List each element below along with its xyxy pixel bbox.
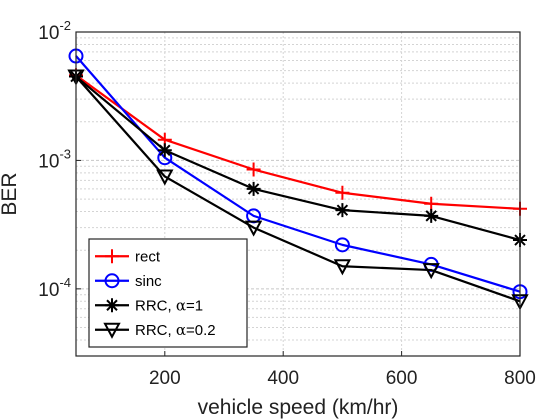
legend-marker xyxy=(105,298,119,313)
x-tick-label: 800 xyxy=(504,368,536,389)
data-point xyxy=(246,162,261,177)
legend-marker xyxy=(104,273,120,289)
data-point xyxy=(244,220,263,237)
y-tick-label: 10-3 xyxy=(38,146,71,172)
data-point xyxy=(333,259,352,276)
legend-label: RRC, α=0.2 xyxy=(135,321,216,339)
series-line xyxy=(75,75,521,303)
data-point xyxy=(424,208,439,223)
y-tick-label: 10-4 xyxy=(38,275,71,301)
series-3 xyxy=(69,69,527,248)
legend-label: rect xyxy=(135,248,161,265)
legend-item: rect xyxy=(95,248,161,265)
data-point xyxy=(334,237,350,253)
data-point xyxy=(156,169,174,186)
legend-marker xyxy=(103,322,121,339)
legend-item: sinc xyxy=(95,273,162,290)
data-point xyxy=(335,185,350,200)
axis-ticks: 200 400 600 800 10-4 10-3 10-2 xyxy=(38,18,536,389)
y-tick-label: 10-2 xyxy=(38,18,71,44)
legend-item: RRC, α=0.2 xyxy=(95,321,216,339)
series-2 xyxy=(68,48,528,300)
legend-item: RRC, α=1 xyxy=(95,296,203,314)
data-point xyxy=(424,196,439,211)
data-point xyxy=(422,263,440,280)
x-tick-label: 600 xyxy=(386,368,418,389)
legend-label: RRC, α=1 xyxy=(135,296,203,314)
series-line xyxy=(75,55,521,293)
legend-marker xyxy=(105,249,119,264)
data-point xyxy=(157,143,172,158)
x-tick-label: 200 xyxy=(149,368,181,389)
x-axis-label: vehicle speed (km/hr) xyxy=(198,396,399,419)
y-axis-label: BER xyxy=(0,172,21,215)
data-point xyxy=(246,181,261,196)
plot-frame xyxy=(75,31,521,357)
legend: rect sinc RRC, α=1 RRC, α=0.2 xyxy=(88,238,248,348)
series-1 xyxy=(69,68,527,216)
data-point xyxy=(335,203,350,218)
legend-label: sinc xyxy=(135,273,162,290)
plot-series xyxy=(67,48,529,311)
series-line xyxy=(75,75,521,242)
series-line xyxy=(75,74,521,210)
x-tick-label: 400 xyxy=(267,368,299,389)
